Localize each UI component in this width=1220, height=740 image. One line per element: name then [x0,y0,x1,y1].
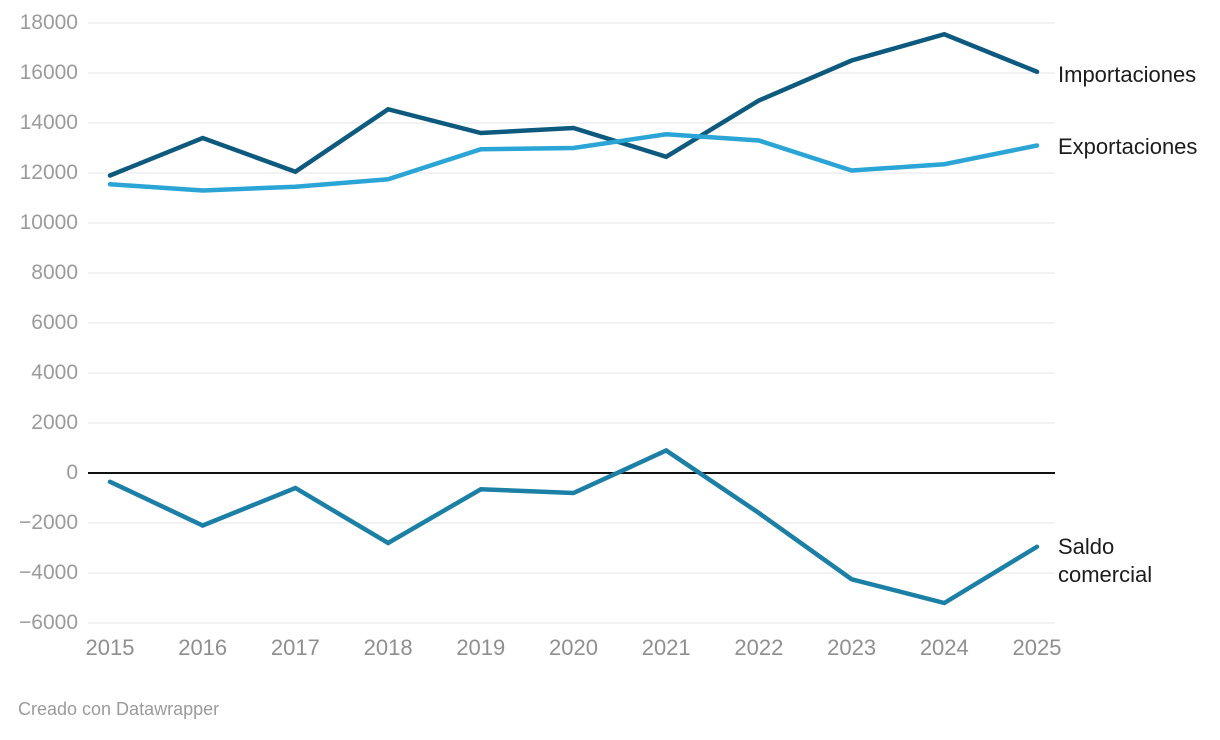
x-tick-label: 2025 [1012,635,1062,660]
gridlines-group [88,22,1055,624]
x-tick-label: 2017 [270,635,320,660]
legend-label-importaciones: Importaciones [1058,62,1197,87]
x-tick-label: 2015 [85,635,135,660]
x-tick-label: 2023 [827,635,877,660]
x-tick-label: 2018 [363,635,413,660]
y-tick-label: 10000 [19,211,78,234]
series-line-importaciones [107,31,1040,178]
y-tick-label: 16000 [19,61,78,84]
y-tick-label: −2000 [19,511,78,534]
series-line-exportaciones [107,131,1040,193]
y-tick-label: 8000 [31,261,78,284]
x-tick-label: 2024 [919,635,969,660]
y-tick-label: 18000 [19,11,78,34]
y-tick-label: −4000 [19,561,78,584]
x-tick-label: 2021 [641,635,691,660]
y-tick-label: 14000 [19,111,78,134]
y-tick-label: −6000 [19,611,78,634]
y-tick-label: 0 [66,461,78,484]
y-tick-label: 12000 [19,161,78,184]
x-tick-label: 2016 [178,635,228,660]
x-tick-label: 2019 [456,635,506,660]
x-tick-label: 2022 [734,635,784,660]
legend-label-saldo-comercial: Saldo comercial [1058,534,1153,587]
series-lines-group [107,31,1040,606]
datawrapper-credit: Creado con Datawrapper [18,699,220,719]
y-tick-label: 6000 [31,311,78,334]
y-tick-label: 4000 [31,361,78,384]
y-tick-label: 2000 [31,411,78,434]
legend-label-exportaciones: Exportaciones [1058,134,1198,159]
x-tick-label: 2020 [549,635,598,660]
series-line-saldo-comercial [107,447,1040,606]
